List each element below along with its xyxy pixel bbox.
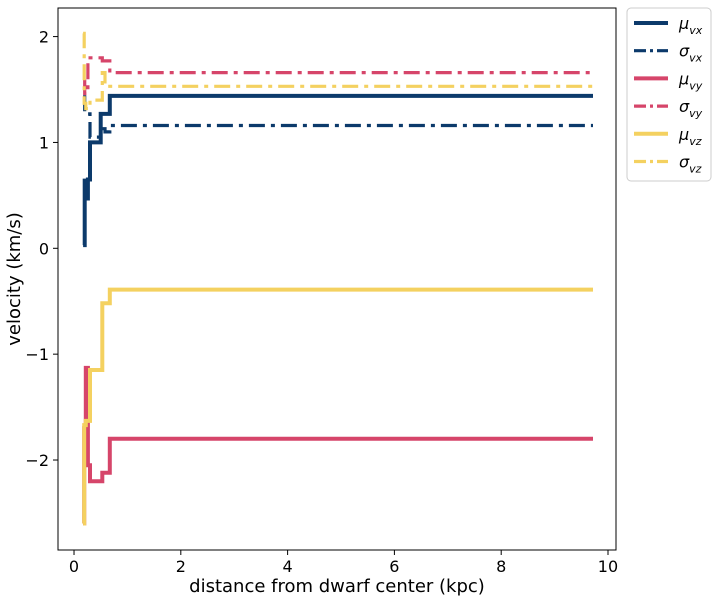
y-tick-label: 0 [39,239,49,258]
legend-subscript: vx [689,24,703,37]
legend-subscript: vx [689,52,703,65]
y-axis-label: velocity (km/s) [4,212,25,346]
x-axis-label: distance from dwarf center (kpc) [189,576,485,597]
ticks-layer: 0 2 4 6 8 10 −2 −1 0 1 2 [25,28,618,576]
series-line-5 [82,31,593,111]
series-line-3 [83,56,593,96]
x-tick-label: 8 [496,557,506,576]
series-line-1 [83,95,593,139]
x-tick-label: 10 [598,557,618,576]
x-tick-label: 6 [389,557,399,576]
y-tick-label: 1 [39,133,49,152]
x-tick-label: 2 [176,557,186,576]
plot-frame [57,7,617,551]
series-line-2 [82,365,593,526]
y-tick-label: −2 [25,451,49,470]
series-line-4 [82,287,593,526]
series-layer [82,31,593,526]
legend-subscript: vy [689,79,703,92]
legend-box [626,7,712,182]
x-tick-label: 4 [283,557,293,576]
y-tick-label: −1 [25,345,49,364]
series-line-0 [82,93,593,248]
legend-subscript: vz [689,135,702,148]
legend-subscript: vy [689,107,703,120]
legend-subscript: vz [689,163,702,176]
x-tick-label: 0 [69,557,79,576]
y-tick-label: 2 [39,28,49,47]
